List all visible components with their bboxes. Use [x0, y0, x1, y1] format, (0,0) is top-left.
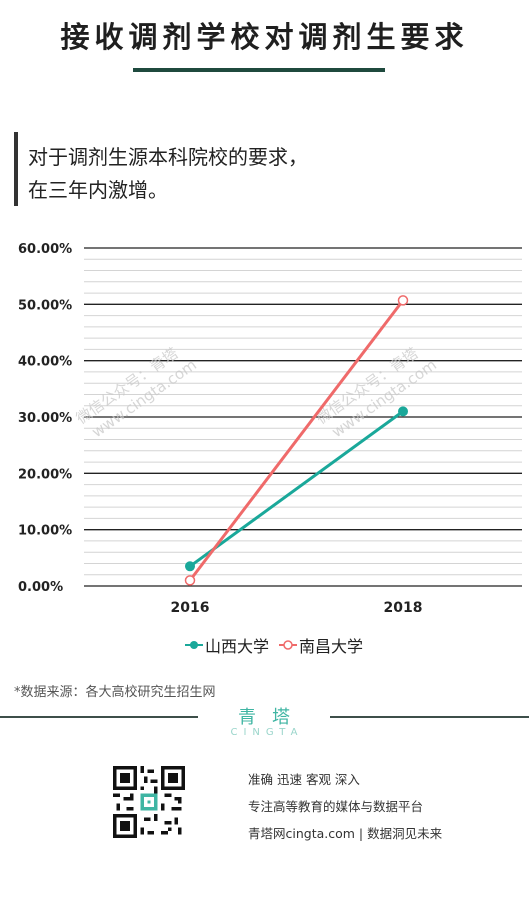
brand-divider-left [0, 716, 198, 718]
qr-code-icon [113, 766, 185, 838]
data-point [398, 406, 408, 417]
y-tick-label: 10.00% [18, 524, 72, 539]
y-tick-label: 40.00% [18, 355, 72, 370]
series-line [188, 299, 405, 582]
y-tick-label: 0.00% [18, 580, 63, 595]
y-tick-label: 30.00% [18, 411, 72, 426]
series-line [189, 410, 404, 568]
footer-slogan-2: 专注高等教育的媒体与数据平台 [248, 799, 424, 814]
intro-line-2: 在三年内激增。 [28, 178, 168, 202]
data-point [397, 295, 409, 306]
legend-label-nanchang: 南昌大学 [299, 637, 364, 656]
intro-line-1: 对于调剂生源本科院校的要求， [28, 145, 308, 169]
title-underline [133, 68, 385, 72]
brand-logo-en: CINGTA [230, 727, 304, 738]
legend-item-shanxi: 山西大学 [185, 633, 269, 657]
brand-logo-cn: 青塔 [238, 707, 306, 728]
footer-slogan-3: 青塔网cingta.com | 数据洞见未来 [248, 826, 443, 841]
y-axis-ticks: 0.00% 10.00% 20.00% 30.00% 40.00% 50.00% 60.00… [18, 242, 72, 595]
footer-slogan-1: 准确 迅速 客观 深入 [248, 772, 360, 787]
major-grid [84, 247, 522, 587]
legend-item-nanchang: 南昌大学 [279, 633, 363, 657]
y-tick-label: 20.00% [18, 467, 72, 482]
y-tick-label: 50.00% [18, 298, 72, 313]
brand-divider-right [330, 716, 529, 718]
minor-grid [84, 258, 522, 576]
legend-marker-filled-circle-icon [185, 641, 203, 649]
x-axis-ticks: 2016 2018 [171, 600, 423, 616]
footer: 准确 迅速 客观 深入 专注高等教育的媒体与数据平台 青塔网cingta.com… [0, 744, 529, 900]
x-tick-label: 2016 [171, 600, 210, 616]
footer-slogans: 准确 迅速 客观 深入 专注高等教育的媒体与数据平台 青塔网cingta.com… [248, 766, 442, 847]
y-tick-label: 60.00% [18, 242, 72, 257]
page-title: 接收调剂学校对调剂生要求 [60, 20, 469, 54]
data-source-note: *数据来源：各大高校研究生招生网 [14, 685, 216, 700]
data-point [184, 575, 196, 586]
legend-marker-hollow-circle-icon [279, 640, 298, 650]
legend: 山西大学 南昌大学 [185, 633, 373, 657]
legend-label-shanxi: 山西大学 [205, 637, 270, 656]
x-tick-label: 2018 [384, 600, 423, 616]
data-point [185, 561, 195, 572]
intro-text: 对于调剂生源本科院校的要求， 在三年内激增。 [28, 141, 448, 207]
intro-accent-bar [14, 132, 18, 206]
series-layer [184, 295, 409, 586]
line-chart: 0.00% 10.00% 20.00% 30.00% 40.00% 50.00% 60.00… [18, 242, 522, 616]
